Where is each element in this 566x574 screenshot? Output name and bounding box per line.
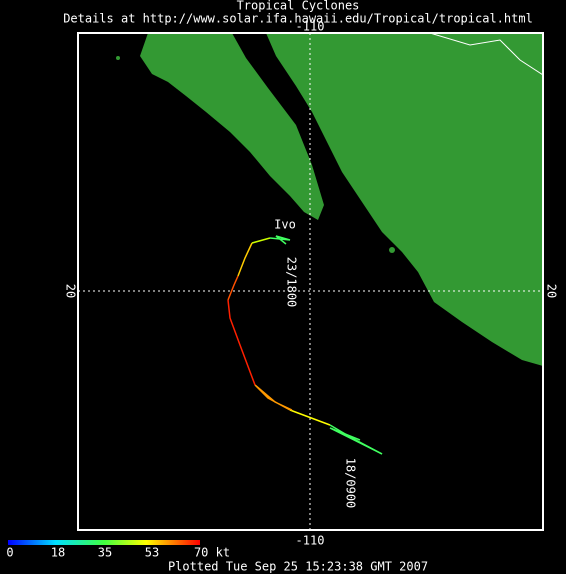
colorbar-label: 53 <box>145 546 159 560</box>
storm-name: Ivo <box>274 218 296 232</box>
storm-track <box>227 235 383 455</box>
mainland <box>266 33 543 366</box>
baja-peninsula <box>140 33 324 220</box>
colorbar-label: 70 kt <box>194 546 230 560</box>
lon-label: -110 <box>296 20 325 34</box>
track-segment <box>269 235 291 245</box>
track-segment <box>251 237 271 244</box>
footer: Plotted Tue Sep 25 15:23:38 GMT 2007 <box>168 560 428 574</box>
subtitle: Details at http://www.solar.ifa.hawaii.e… <box>63 12 533 26</box>
time-label: 23/1800 <box>285 257 299 308</box>
island <box>389 247 395 253</box>
lon-label: -110 <box>296 534 325 548</box>
land <box>116 33 543 366</box>
track-segment <box>237 242 253 277</box>
island <box>116 56 120 60</box>
track-segment <box>227 275 239 301</box>
title: Tropical Cyclones <box>237 0 360 13</box>
colorbar-label: 35 <box>98 546 112 560</box>
track-segment <box>227 299 256 386</box>
track-segment <box>329 427 383 455</box>
time-label: 18/0900 <box>344 458 358 509</box>
colorbar-ticks: 0 18 35 53 70 kt <box>6 546 230 560</box>
track-segment <box>289 409 331 426</box>
lat-label: 20 <box>64 284 78 298</box>
track-segment <box>254 384 293 411</box>
colorbar-label: 18 <box>51 546 65 560</box>
lat-label: 20 <box>545 284 559 298</box>
colorbar-label: 0 <box>6 546 13 560</box>
colorbar <box>8 540 200 545</box>
border <box>429 33 543 76</box>
